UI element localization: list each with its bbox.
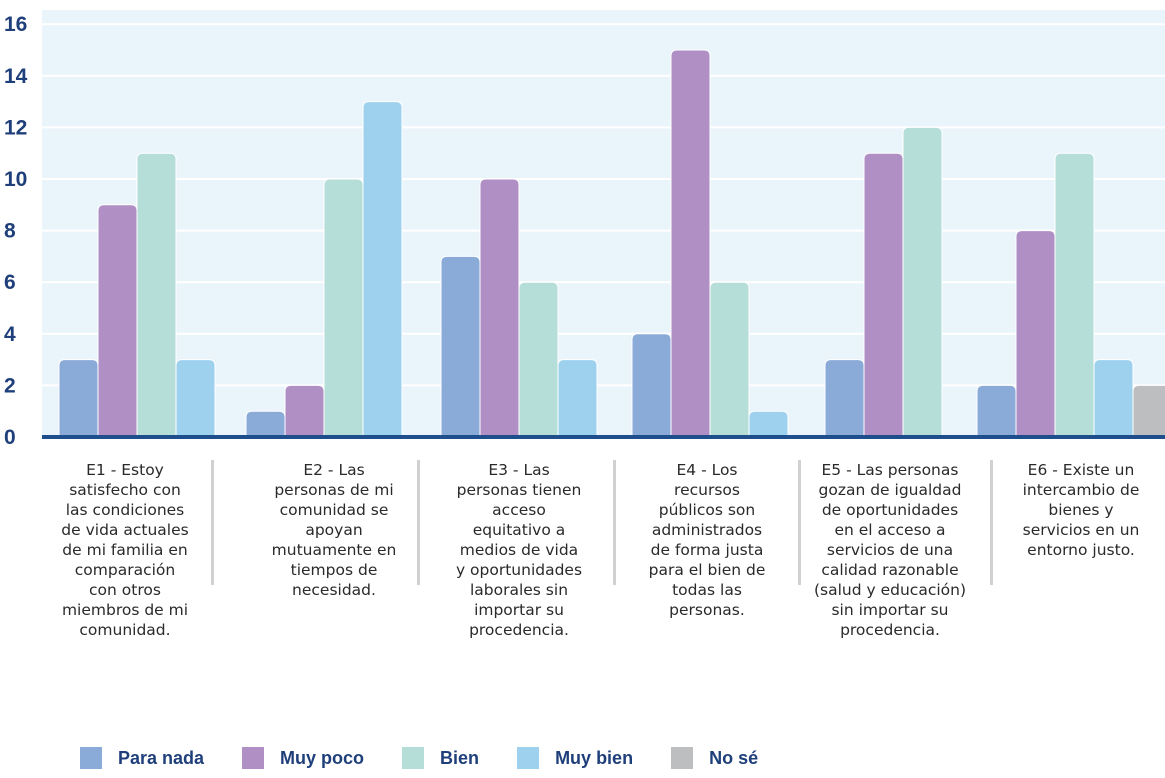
legend-item: Muy bien	[517, 747, 633, 769]
legend-item: Para nada	[80, 747, 204, 769]
legend-swatch	[517, 747, 540, 769]
y-tick-label: 6	[4, 271, 16, 294]
bar	[976, 384, 1017, 438]
bar	[670, 49, 711, 438]
bar-chart: 0 2 4 6 8 10 12 14 16	[4, 10, 1165, 449]
bar	[1093, 359, 1134, 438]
bar	[709, 281, 750, 438]
bar	[136, 152, 177, 438]
y-tick-label: 12	[4, 116, 27, 139]
bar	[323, 178, 364, 438]
legend-label: Bien	[440, 747, 480, 768]
y-tick-label: 10	[4, 168, 27, 191]
category-label: E1 - Estoy satisfecho con las condicione…	[61, 461, 189, 639]
bar	[58, 359, 99, 438]
bar	[175, 359, 216, 438]
legend-label: No sé	[709, 747, 759, 768]
legend-item: Muy poco	[242, 747, 364, 769]
bar	[824, 359, 865, 438]
category-label: E4 - Los recursos públicos son administr…	[648, 461, 766, 619]
bar	[479, 178, 520, 438]
bar	[518, 281, 559, 438]
label-separator	[417, 460, 420, 585]
bar	[1054, 152, 1095, 438]
legend-label: Para nada	[118, 747, 205, 768]
category-label: E3 - Las personas tienen acceso equitati…	[455, 461, 583, 639]
y-tick-label: 8	[4, 220, 16, 243]
legend-swatch	[671, 747, 694, 769]
bar	[902, 126, 943, 438]
legend-swatch	[402, 747, 425, 769]
bar	[1015, 230, 1056, 438]
bar	[557, 359, 598, 438]
bar	[631, 333, 672, 438]
plot-background	[42, 10, 1165, 437]
label-separator	[211, 460, 214, 585]
y-tick-label: 2	[4, 374, 16, 397]
bar	[440, 255, 481, 438]
legend-item: No sé	[671, 747, 758, 769]
legend-label: Muy bien	[555, 747, 634, 768]
legend-swatch	[242, 747, 265, 769]
legend-item: Bien	[402, 747, 479, 769]
label-separator	[990, 460, 993, 585]
bar	[284, 384, 325, 438]
label-separator	[613, 460, 616, 585]
label-separator	[798, 460, 801, 585]
y-tick-label: 4	[4, 323, 16, 346]
legend: Para nada Muy poco Bien Muy bien No sé	[80, 738, 796, 778]
bar	[362, 101, 403, 438]
bar	[97, 204, 138, 438]
legend-swatch	[80, 747, 102, 769]
category-label: E2 - Las personas de mi comunidad se apo…	[271, 461, 397, 599]
bar	[748, 410, 789, 438]
y-tick-label: 16	[4, 13, 27, 36]
y-tick-label: 0	[4, 426, 16, 449]
legend-label: Muy poco	[280, 747, 365, 768]
bar	[863, 152, 904, 438]
y-tick-label: 14	[4, 65, 28, 88]
bar	[1132, 384, 1165, 438]
category-label: E6 - Existe un intercambio de bienes y s…	[1022, 461, 1140, 559]
category-label: E5 - Las personas gozan de igualdad de o…	[813, 461, 967, 639]
bar	[245, 410, 286, 438]
